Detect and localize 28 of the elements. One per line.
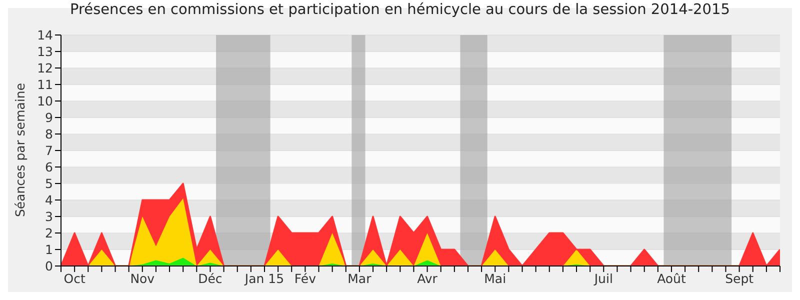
y-tick-label: 12: [37, 60, 53, 76]
y-tick-label: 5: [45, 176, 53, 191]
y-tick-label: 8: [45, 126, 54, 142]
x-tick-label: Avr: [417, 270, 438, 286]
y-tick-label: 7: [45, 142, 53, 158]
y-tick-label: 0: [45, 258, 54, 274]
chart-title: Présences en commissions et participation en hémicycle au cours de la session 2014-2015: [69, 2, 731, 18]
x-tick-label: Août: [657, 270, 686, 286]
x-tick-label: Sept: [725, 270, 754, 286]
x-tick-label: Mai: [484, 270, 506, 286]
y-tick-label: 3: [45, 208, 53, 224]
x-tick-label: Juil: [593, 270, 613, 286]
x-tick-label: Mar: [348, 270, 372, 286]
y-tick-label: 13: [37, 44, 53, 59]
y-tick-label: 2: [45, 225, 53, 240]
y-tick-label: 10: [37, 93, 54, 108]
x-tick-label: Oct: [64, 270, 86, 286]
x-tick-label: Nov: [130, 270, 156, 286]
y-tick-label: 9: [45, 110, 54, 125]
y-tick-label: 11: [37, 76, 53, 92]
y-tick-label: 1: [45, 242, 53, 257]
x-tick-label: Déc: [198, 270, 222, 286]
y-axis-title: Séances par semaine: [12, 82, 28, 218]
y-tick-label: 14: [37, 27, 54, 42]
x-tick-label: Fév: [294, 270, 317, 286]
y-tick-label: 4: [45, 192, 54, 208]
x-tick-label: Jan 15: [244, 270, 284, 286]
y-tick-label: 6: [45, 159, 54, 174]
